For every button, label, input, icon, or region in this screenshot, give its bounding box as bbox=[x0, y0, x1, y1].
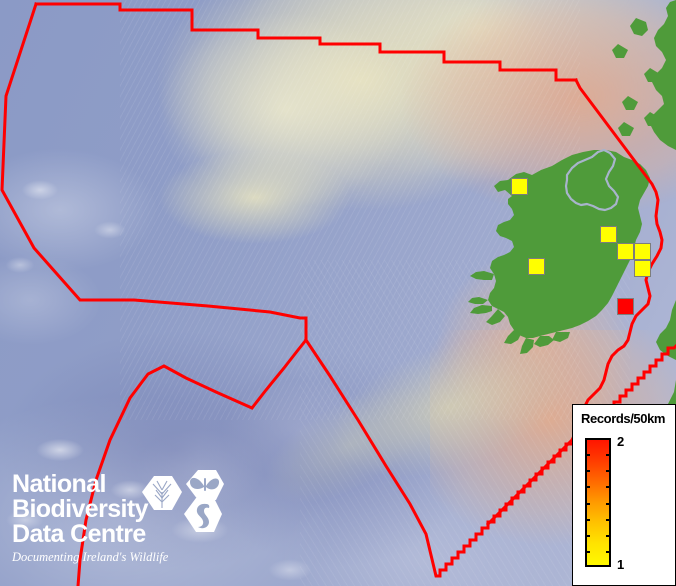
colorbar-tick bbox=[585, 519, 590, 521]
colorbar-tick bbox=[606, 535, 611, 537]
butterfly-hexagon-icon bbox=[186, 470, 224, 500]
ireland-landmass bbox=[488, 150, 650, 338]
legend-colorbar bbox=[585, 438, 611, 567]
record-cell-wexford[interactable] bbox=[617, 298, 634, 315]
britain-landmass-northeast bbox=[650, 0, 676, 150]
logo-tagline: Documenting Ireland's Wildlife bbox=[12, 550, 169, 564]
colorbar-tick bbox=[606, 454, 611, 456]
seamount-relief bbox=[0, 380, 360, 586]
record-cell-wicklow[interactable] bbox=[634, 260, 651, 277]
record-cell-kildare[interactable] bbox=[617, 243, 634, 260]
logo-line-2: Biodiversity bbox=[12, 495, 149, 523]
ireland-west-peninsulas bbox=[468, 271, 534, 354]
britain-islands bbox=[612, 18, 660, 136]
colorbar-tick bbox=[606, 551, 611, 553]
map-legend: Records/50km 2 1 bbox=[572, 404, 676, 586]
northern-ireland-border bbox=[564, 148, 620, 212]
logo-line-3: Data Centre bbox=[12, 520, 146, 548]
britain-landmass-southeast bbox=[656, 300, 676, 420]
shelf-bank-shading bbox=[130, 130, 380, 280]
seamount-relief-north bbox=[0, 170, 200, 340]
ireland-south-coast bbox=[534, 332, 570, 347]
nbdc-logo-text: National Biodiversity Data Centre Docume… bbox=[12, 470, 169, 565]
colorbar-tick bbox=[606, 470, 611, 472]
eez-boundary bbox=[34, 2, 578, 82]
seahorse-hexagon-icon bbox=[184, 498, 222, 532]
eez-boundary-west bbox=[0, 2, 308, 586]
legend-max-label: 2 bbox=[617, 434, 625, 449]
colorbar-tick bbox=[585, 535, 590, 537]
eez-boundary-irish-sea bbox=[485, 77, 664, 527]
logo-line-1: National bbox=[12, 470, 106, 498]
colorbar-tick bbox=[585, 551, 590, 553]
record-cell-nw-mayo[interactable] bbox=[511, 178, 528, 195]
eez-boundary-south bbox=[303, 337, 574, 578]
colorbar-tick bbox=[585, 470, 590, 472]
colorbar-tick bbox=[585, 503, 590, 505]
colorbar-tick bbox=[606, 519, 611, 521]
colorbar-tick bbox=[585, 454, 590, 456]
legend-colorbar-wrap bbox=[585, 438, 611, 567]
colorbar-tick bbox=[606, 486, 611, 488]
legend-title: Records/50km bbox=[581, 411, 666, 426]
colorbar-tick bbox=[585, 486, 590, 488]
legend-min-label: 1 bbox=[617, 557, 625, 572]
record-cell-dublin[interactable] bbox=[634, 243, 651, 260]
record-cell-midlands[interactable] bbox=[600, 226, 617, 243]
nbdc-logo-marks bbox=[142, 470, 224, 532]
tree-hexagon-icon bbox=[142, 476, 182, 510]
colorbar-tick bbox=[606, 503, 611, 505]
record-cell-w-galway[interactable] bbox=[528, 258, 545, 275]
nbdc-logo: National Biodiversity Data Centre Docume… bbox=[12, 470, 224, 580]
